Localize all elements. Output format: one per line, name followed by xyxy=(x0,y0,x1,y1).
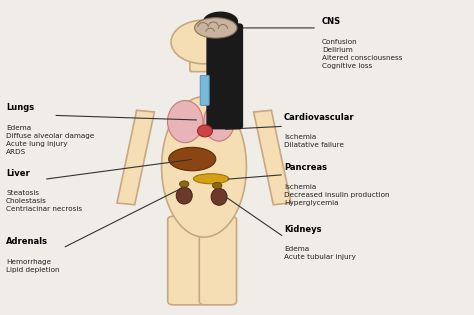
Ellipse shape xyxy=(211,188,227,205)
Ellipse shape xyxy=(176,187,192,204)
Text: Edema
Acute tubular injury: Edema Acute tubular injury xyxy=(284,246,356,261)
FancyBboxPatch shape xyxy=(190,53,218,72)
Text: Confusion
Delirium
Altered consciousness
Cognitive loss: Confusion Delirium Altered consciousness… xyxy=(322,39,402,69)
Ellipse shape xyxy=(169,147,216,171)
Text: Kidneys: Kidneys xyxy=(284,225,322,234)
Text: Hemorrhage
Lipid depletion: Hemorrhage Lipid depletion xyxy=(6,259,60,273)
Ellipse shape xyxy=(195,18,237,38)
Ellipse shape xyxy=(204,102,235,141)
Polygon shape xyxy=(117,110,155,205)
Ellipse shape xyxy=(193,174,229,184)
Ellipse shape xyxy=(203,12,238,32)
Text: CNS: CNS xyxy=(322,17,341,26)
Circle shape xyxy=(171,20,237,64)
Text: Steatosis
Cholestasis
Centriacinar necrosis: Steatosis Cholestasis Centriacinar necro… xyxy=(6,190,82,212)
Ellipse shape xyxy=(167,100,203,143)
Text: Ischemia
Decreased insulin production
Hyperglycemia: Ischemia Decreased insulin production Hy… xyxy=(284,184,390,206)
Text: Cardiovascular: Cardiovascular xyxy=(284,112,355,122)
Ellipse shape xyxy=(212,182,222,189)
Ellipse shape xyxy=(180,181,189,187)
Text: Edema
Diffuse alveolar damage
Acute lung injury
ARDS: Edema Diffuse alveolar damage Acute lung… xyxy=(6,125,94,155)
Text: Ischemia
Dilatative failure: Ischemia Dilatative failure xyxy=(284,134,344,148)
FancyBboxPatch shape xyxy=(200,75,209,105)
Ellipse shape xyxy=(162,97,246,237)
Text: Liver: Liver xyxy=(6,169,30,178)
FancyBboxPatch shape xyxy=(168,216,205,305)
Text: Lungs: Lungs xyxy=(6,103,34,112)
Text: Adrenals: Adrenals xyxy=(6,238,48,246)
Ellipse shape xyxy=(197,125,212,137)
FancyBboxPatch shape xyxy=(199,216,237,305)
Text: Pancreas: Pancreas xyxy=(284,163,327,172)
Polygon shape xyxy=(254,110,291,205)
FancyBboxPatch shape xyxy=(206,23,243,129)
